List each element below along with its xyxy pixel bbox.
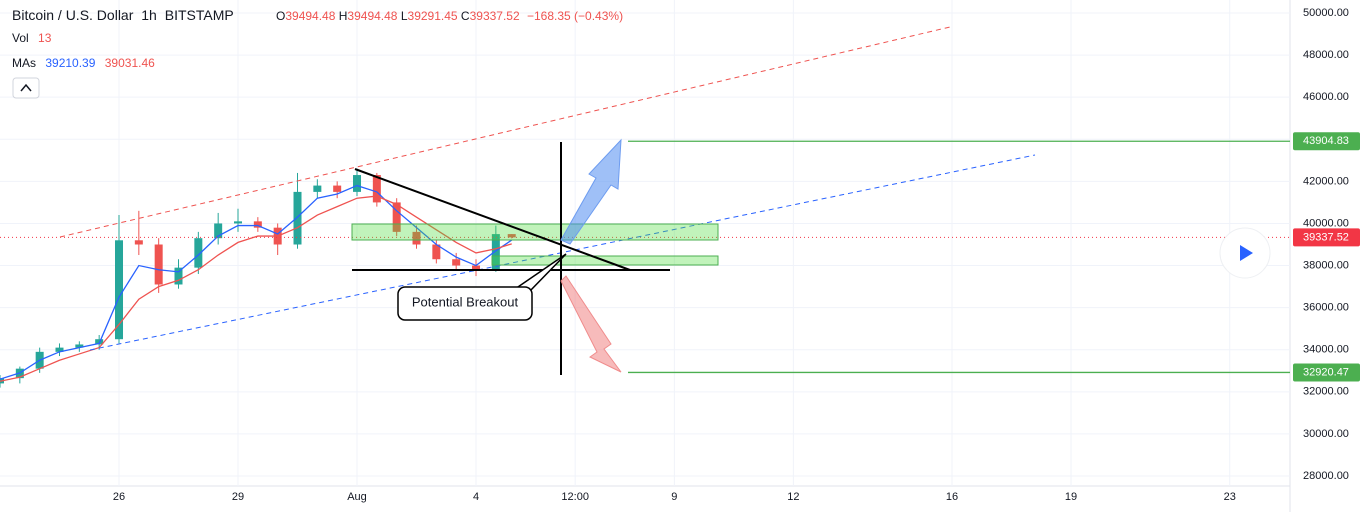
- candle-body: [174, 267, 183, 285]
- level-tag-label: 43904.83: [1303, 135, 1349, 147]
- candle-body: [134, 240, 143, 245]
- volume-value: 13: [38, 31, 52, 45]
- candle-body: [234, 221, 243, 224]
- candle-body: [253, 221, 262, 228]
- price-tag: [1293, 228, 1360, 247]
- down-arrow: [560, 275, 622, 373]
- x-tick-label: 26: [113, 491, 125, 503]
- candle-body: [115, 240, 124, 340]
- candle-body: [214, 223, 223, 239]
- x-tick-label: Aug: [347, 491, 367, 503]
- candle-body: [412, 231, 421, 245]
- volume-label: Vol: [12, 31, 29, 45]
- y-tick-label: 40000.00: [1303, 217, 1349, 229]
- y-tick-label: 38000.00: [1303, 259, 1349, 271]
- candle-body: [452, 259, 461, 266]
- y-tick-label: 36000.00: [1303, 302, 1349, 314]
- level-tag: [1293, 363, 1360, 382]
- y-tick-label: 34000.00: [1303, 344, 1349, 356]
- interval: 1h: [141, 7, 157, 23]
- callout-text: Potential Breakout: [412, 294, 519, 309]
- candle-body: [154, 244, 163, 285]
- y-tick-label: 46000.00: [1303, 91, 1349, 103]
- candle-body: [293, 191, 302, 245]
- moving-average: [0, 184, 513, 380]
- plot-area: [0, 0, 1290, 486]
- moving-average: [0, 195, 512, 382]
- x-tick-label: 4: [473, 491, 479, 503]
- play-icon: [1240, 245, 1253, 261]
- level-tag-label: 32920.47: [1303, 366, 1349, 378]
- ma-slow-value: 39031.46: [105, 56, 155, 70]
- change: −168.35 (−0.43%): [527, 9, 623, 23]
- close-value: 39337.52: [470, 9, 520, 23]
- volume-legend: Vol 13: [12, 31, 52, 45]
- candle-body: [194, 238, 203, 268]
- level-tag: [1293, 132, 1360, 151]
- y-tick-label: 32000.00: [1303, 386, 1349, 398]
- y-tick-label: 30000.00: [1303, 428, 1349, 440]
- x-tick-label: 9: [671, 491, 677, 503]
- x-tick-label: 12:00: [561, 491, 589, 503]
- low-value: 39291.45: [408, 9, 458, 23]
- candle-body: [507, 234, 516, 238]
- x-tick-label: 29: [232, 491, 244, 503]
- candle-body: [432, 244, 441, 260]
- y-tick-label: 48000.00: [1303, 49, 1349, 61]
- header: Bitcoin / U.S. Dollar 1h BITSTAMP: [12, 7, 234, 23]
- x-tick-label: 23: [1224, 491, 1236, 503]
- descending-trendline: [354, 168, 631, 271]
- high-value: 39494.48: [347, 9, 397, 23]
- y-tick-label: 28000.00: [1303, 470, 1349, 482]
- candle-body: [333, 185, 342, 192]
- collapse-button[interactable]: [12, 77, 40, 99]
- price-tag-label: 39337.52: [1303, 231, 1349, 243]
- open-value: 39494.48: [285, 9, 335, 23]
- up-arrow: [560, 138, 622, 245]
- candle-body: [491, 234, 500, 270]
- candle-body: [313, 185, 322, 192]
- ma-label: MAs: [12, 56, 36, 70]
- x-tick-label: 12: [787, 491, 799, 503]
- x-tick-label: 19: [1065, 491, 1077, 503]
- x-tick-label: 16: [946, 491, 958, 503]
- candle-body: [75, 344, 84, 348]
- ma-fast-value: 39210.39: [45, 56, 95, 70]
- candle-body: [472, 265, 481, 270]
- candle-body: [55, 347, 64, 352]
- ohlc: O39494.48 H39494.48 L39291.45 C39337.52 …: [276, 9, 623, 23]
- candle-body: [392, 202, 401, 232]
- y-tick-label: 42000.00: [1303, 175, 1349, 187]
- y-tick-label: 50000.00: [1303, 7, 1349, 19]
- resistance-zone: [351, 223, 719, 241]
- lower-channel-line: [89, 154, 1036, 351]
- symbol-title: Bitcoin / U.S. Dollar: [12, 7, 134, 23]
- exchange: BITSTAMP: [165, 7, 234, 23]
- candle-body: [372, 175, 381, 203]
- callout-box: [397, 286, 533, 321]
- collapse-icon: [20, 83, 32, 92]
- candle-body: [353, 175, 362, 192]
- ma-legend: MAs 39210.39 39031.46: [12, 56, 155, 70]
